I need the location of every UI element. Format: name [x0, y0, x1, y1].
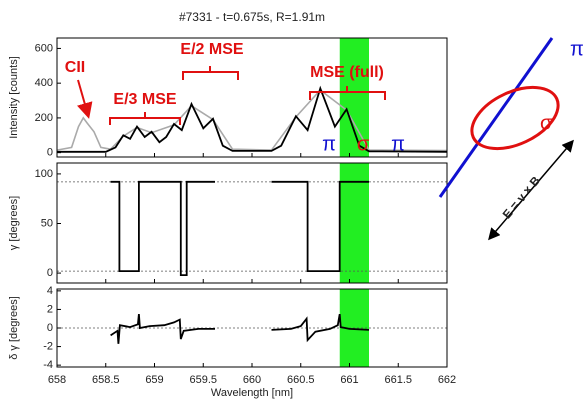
- y-tick-label: 0: [47, 147, 53, 159]
- annotation: CII: [65, 59, 85, 76]
- annotation: MSE (full): [310, 64, 384, 81]
- annotation: π: [322, 133, 336, 155]
- highlight-band: [339, 38, 369, 157]
- brackets: [77, 66, 386, 125]
- annotation: π: [391, 133, 405, 155]
- sigma-label: σ: [540, 112, 553, 134]
- y-axis-label: γ [degrees]: [8, 196, 20, 250]
- plots: 0 200 400 600 Intensity [counts] 0 50 100 γ [deg…: [8, 37, 456, 386]
- x-tick-label: 658: [48, 374, 66, 386]
- field-arrow: [488, 139, 574, 241]
- annotation: E/3 MSE: [113, 91, 176, 108]
- x-tick-label: 661.5: [384, 374, 412, 386]
- plot-frame: [56, 288, 448, 368]
- annotation: σ: [357, 133, 370, 155]
- chart-title: #7331 - t=0.675s, R=1.91m: [179, 10, 325, 24]
- y-tick-label: 2: [47, 303, 53, 315]
- y-tick-label: 400: [35, 77, 53, 89]
- x-tick-label: 661: [340, 374, 358, 386]
- data-line: [57, 85, 448, 153]
- y-tick-label: 0: [47, 322, 53, 334]
- polarization-diagram: π σ E = v × B: [438, 37, 583, 241]
- x-tick-label: 660.5: [287, 374, 315, 386]
- pi-label: π: [570, 38, 583, 60]
- x-axis-label: Wavelength [nm]: [211, 387, 293, 399]
- y-tick-label: 0: [47, 267, 53, 279]
- field-label: E = v × B: [500, 173, 544, 221]
- y-tick-label: 50: [41, 217, 53, 229]
- annotation: E/2 MSE: [180, 41, 243, 58]
- x-tick-label: 659: [145, 374, 163, 386]
- x-tick-label: 662: [438, 374, 456, 386]
- y-tick-label: 200: [35, 112, 53, 124]
- y-axis-label: Intensity [counts]: [8, 56, 20, 139]
- x-tick-label: 660: [243, 374, 261, 386]
- x-tick-label: 658.5: [92, 374, 120, 386]
- y-axis-label: δ γ [degrees]: [8, 296, 20, 360]
- y-tick-label: 100: [35, 168, 53, 180]
- y-tick-label: 4: [47, 285, 53, 297]
- data-line: [110, 313, 370, 344]
- y-tick-label: 600: [35, 42, 53, 54]
- y-tick-label: -4: [43, 359, 53, 371]
- highlight-band: [339, 163, 369, 283]
- y-tick-label: -2: [43, 340, 53, 352]
- data-line: [110, 180, 369, 276]
- x-tick-label: 659.5: [189, 374, 217, 386]
- pi-line: [438, 37, 554, 198]
